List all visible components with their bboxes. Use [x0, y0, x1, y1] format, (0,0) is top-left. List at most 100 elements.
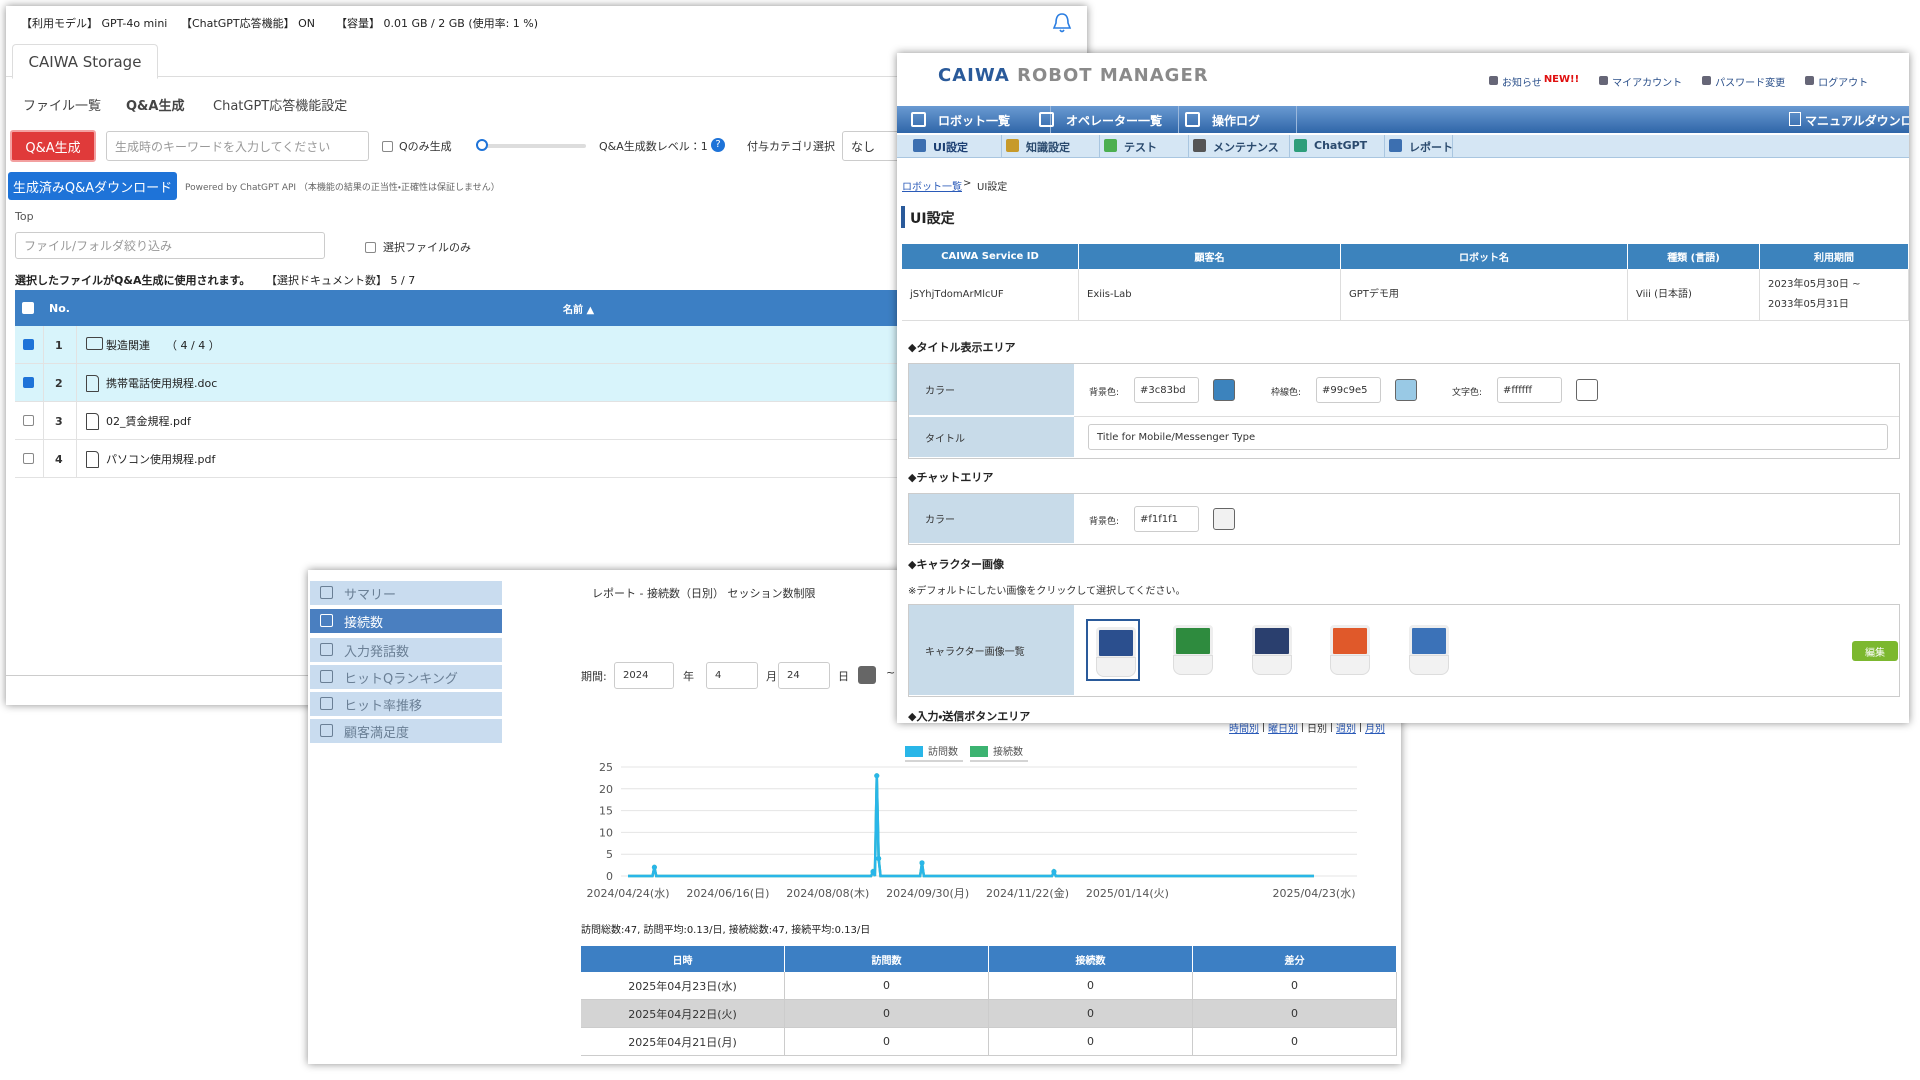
storage-tab[interactable]: CAIWA Storage [12, 44, 158, 79]
row-checkbox[interactable] [23, 377, 34, 388]
year-unit: 年 [683, 670, 694, 683]
period-link[interactable]: 月別 [1365, 724, 1385, 735]
color-swatch[interactable] [1213, 379, 1235, 401]
sidebar-item[interactable]: ヒットQランキング [310, 665, 502, 689]
y-tick-label: 5 [606, 848, 613, 861]
color-swatch[interactable] [1576, 379, 1598, 401]
col-divider [76, 440, 77, 478]
keyword-input[interactable]: 生成時のキーワードを入力してください [106, 131, 369, 161]
bell-icon[interactable] [1052, 12, 1072, 34]
character-image[interactable] [1401, 619, 1455, 681]
section-heading: ◆タイトル表示エリア [908, 341, 1016, 354]
sidebar-icon [320, 724, 333, 737]
breadcrumb-text: UI設定 [977, 182, 1008, 193]
download-button[interactable]: 生成済みQ&Aダウンロード [8, 172, 177, 200]
table-cell: 0 [989, 972, 1193, 1000]
character-image[interactable] [1086, 619, 1140, 681]
slider-handle[interactable] [476, 139, 488, 151]
sidebar-item[interactable]: 顧客満足度 [310, 719, 502, 743]
info-value: Exiis-Lab [1087, 288, 1132, 300]
nav-tab[interactable]: ChatGPT応答機能設定 [213, 99, 348, 114]
calendar-button[interactable] [858, 666, 876, 684]
period-link[interactable]: 曜日別 [1268, 724, 1298, 735]
nav-tab[interactable]: ファイル一覧 [23, 99, 102, 114]
submenu-item[interactable]: レポート [1409, 141, 1453, 154]
top-link[interactable]: パスワード変更 [1715, 78, 1786, 89]
row-checkbox[interactable] [23, 415, 34, 426]
file-name[interactable]: 02_賃金規程.pdf [106, 415, 191, 428]
character-image[interactable] [1244, 619, 1298, 681]
title-input[interactable]: Title for Mobile/Messenger Type [1088, 424, 1888, 450]
table-cell: 2025年04月23日(水) [581, 972, 785, 1000]
period-link[interactable]: 時間別 [1229, 724, 1259, 735]
status-model: 【利用モデル】 GPT-4o mini [21, 17, 168, 30]
selected-only-checkbox[interactable] [365, 242, 376, 253]
submenu-item[interactable]: メンテナンス [1213, 141, 1279, 154]
filter-input[interactable]: ファイル/フォルダ絞り込み [15, 232, 325, 259]
row-no: 1 [55, 338, 63, 352]
edit-button[interactable]: 編集 [1852, 641, 1898, 661]
color-input[interactable]: #f1f1f1 [1134, 506, 1199, 532]
color-swatch[interactable] [1213, 508, 1235, 530]
file-name[interactable]: 携帯電話使用規程.doc [106, 377, 218, 390]
character-body [1173, 655, 1213, 675]
breadcrumb[interactable]: Top [15, 210, 34, 223]
x-tick-label: 2024/04/24(水) [587, 887, 670, 900]
submenu-item[interactable]: 知識設定 [1026, 141, 1070, 154]
submenu-separator [1289, 135, 1290, 157]
color-label: 背景色: [1089, 517, 1120, 527]
col-divider [76, 326, 77, 364]
info-header: 種類 (言語) [1628, 244, 1760, 269]
generate-button[interactable]: Q&A生成 [10, 130, 96, 162]
select-all[interactable] [22, 302, 34, 314]
info-value: jSYhjTdomArMlcUF [910, 288, 1004, 300]
character-image[interactable] [1165, 619, 1219, 681]
month-input[interactable]: 4 [706, 662, 758, 689]
submenu-item[interactable]: ChatGPT [1314, 139, 1368, 152]
info-cell: Exiis-Lab [1079, 269, 1341, 321]
legend-swatch [905, 746, 923, 757]
manual-link[interactable]: マニュアルダウンロード [1805, 114, 1909, 128]
info-cell: GPTデモ用 [1341, 269, 1628, 321]
top-link[interactable]: ログアウト [1818, 78, 1869, 89]
row-checkbox[interactable] [23, 339, 34, 350]
table-cell: 0 [989, 1028, 1193, 1056]
day-input[interactable]: 24 [778, 662, 830, 689]
brand-main: CAIWA [938, 65, 1010, 86]
menu-item[interactable]: 操作ログ [1212, 114, 1261, 128]
header-name[interactable]: 名前 ▲ [563, 304, 595, 316]
submenu-item[interactable]: テスト [1124, 141, 1157, 154]
row-checkbox[interactable] [23, 453, 34, 464]
file-name[interactable]: パソコン使用規程.pdf [106, 453, 216, 466]
color-input[interactable]: #ffffff [1497, 377, 1562, 403]
x-tick-label: 2025/04/23(水) [1273, 887, 1356, 900]
file-name[interactable]: 製造関連 [106, 339, 150, 352]
section-heading: ◆キャラクター画像 [908, 558, 1005, 571]
settings-box [908, 604, 1900, 697]
top-link[interactable]: マイアカウント [1612, 78, 1683, 89]
sidebar-item[interactable]: 入力発話数 [310, 638, 502, 662]
sidebar-item[interactable]: ヒット率推移 [310, 692, 502, 716]
period-label: 期間: [581, 670, 607, 683]
year-input[interactable]: 2024 [614, 662, 674, 689]
top-link[interactable]: お知らせ [1502, 78, 1542, 89]
sidebar-item[interactable]: サマリー [310, 581, 502, 605]
status-chatgpt: 【ChatGPT応答機能】 ON [181, 17, 315, 30]
period-link[interactable]: 週別 [1336, 724, 1356, 735]
breadcrumb-link[interactable]: ロボット一覧 [902, 182, 962, 193]
nav-tab[interactable]: Q&A生成 [126, 99, 185, 114]
link-icon [1489, 76, 1498, 85]
help-icon[interactable]: ? [711, 138, 725, 152]
settings-label: カラー [909, 364, 1074, 416]
color-swatch[interactable] [1395, 379, 1417, 401]
q-only-checkbox[interactable] [382, 141, 393, 152]
color-input[interactable]: #3c83bd [1134, 377, 1199, 403]
header-no: No. [49, 301, 70, 315]
menu-item[interactable]: ロボット一覧 [938, 114, 1011, 128]
level-slider[interactable] [480, 144, 586, 148]
character-image[interactable] [1322, 619, 1376, 681]
menu-item[interactable]: オペレーター一覧 [1066, 114, 1163, 128]
sidebar-item[interactable]: 接続数 [310, 609, 502, 633]
submenu-item[interactable]: UI設定 [933, 141, 969, 154]
color-input[interactable]: #99c9e5 [1316, 377, 1381, 403]
